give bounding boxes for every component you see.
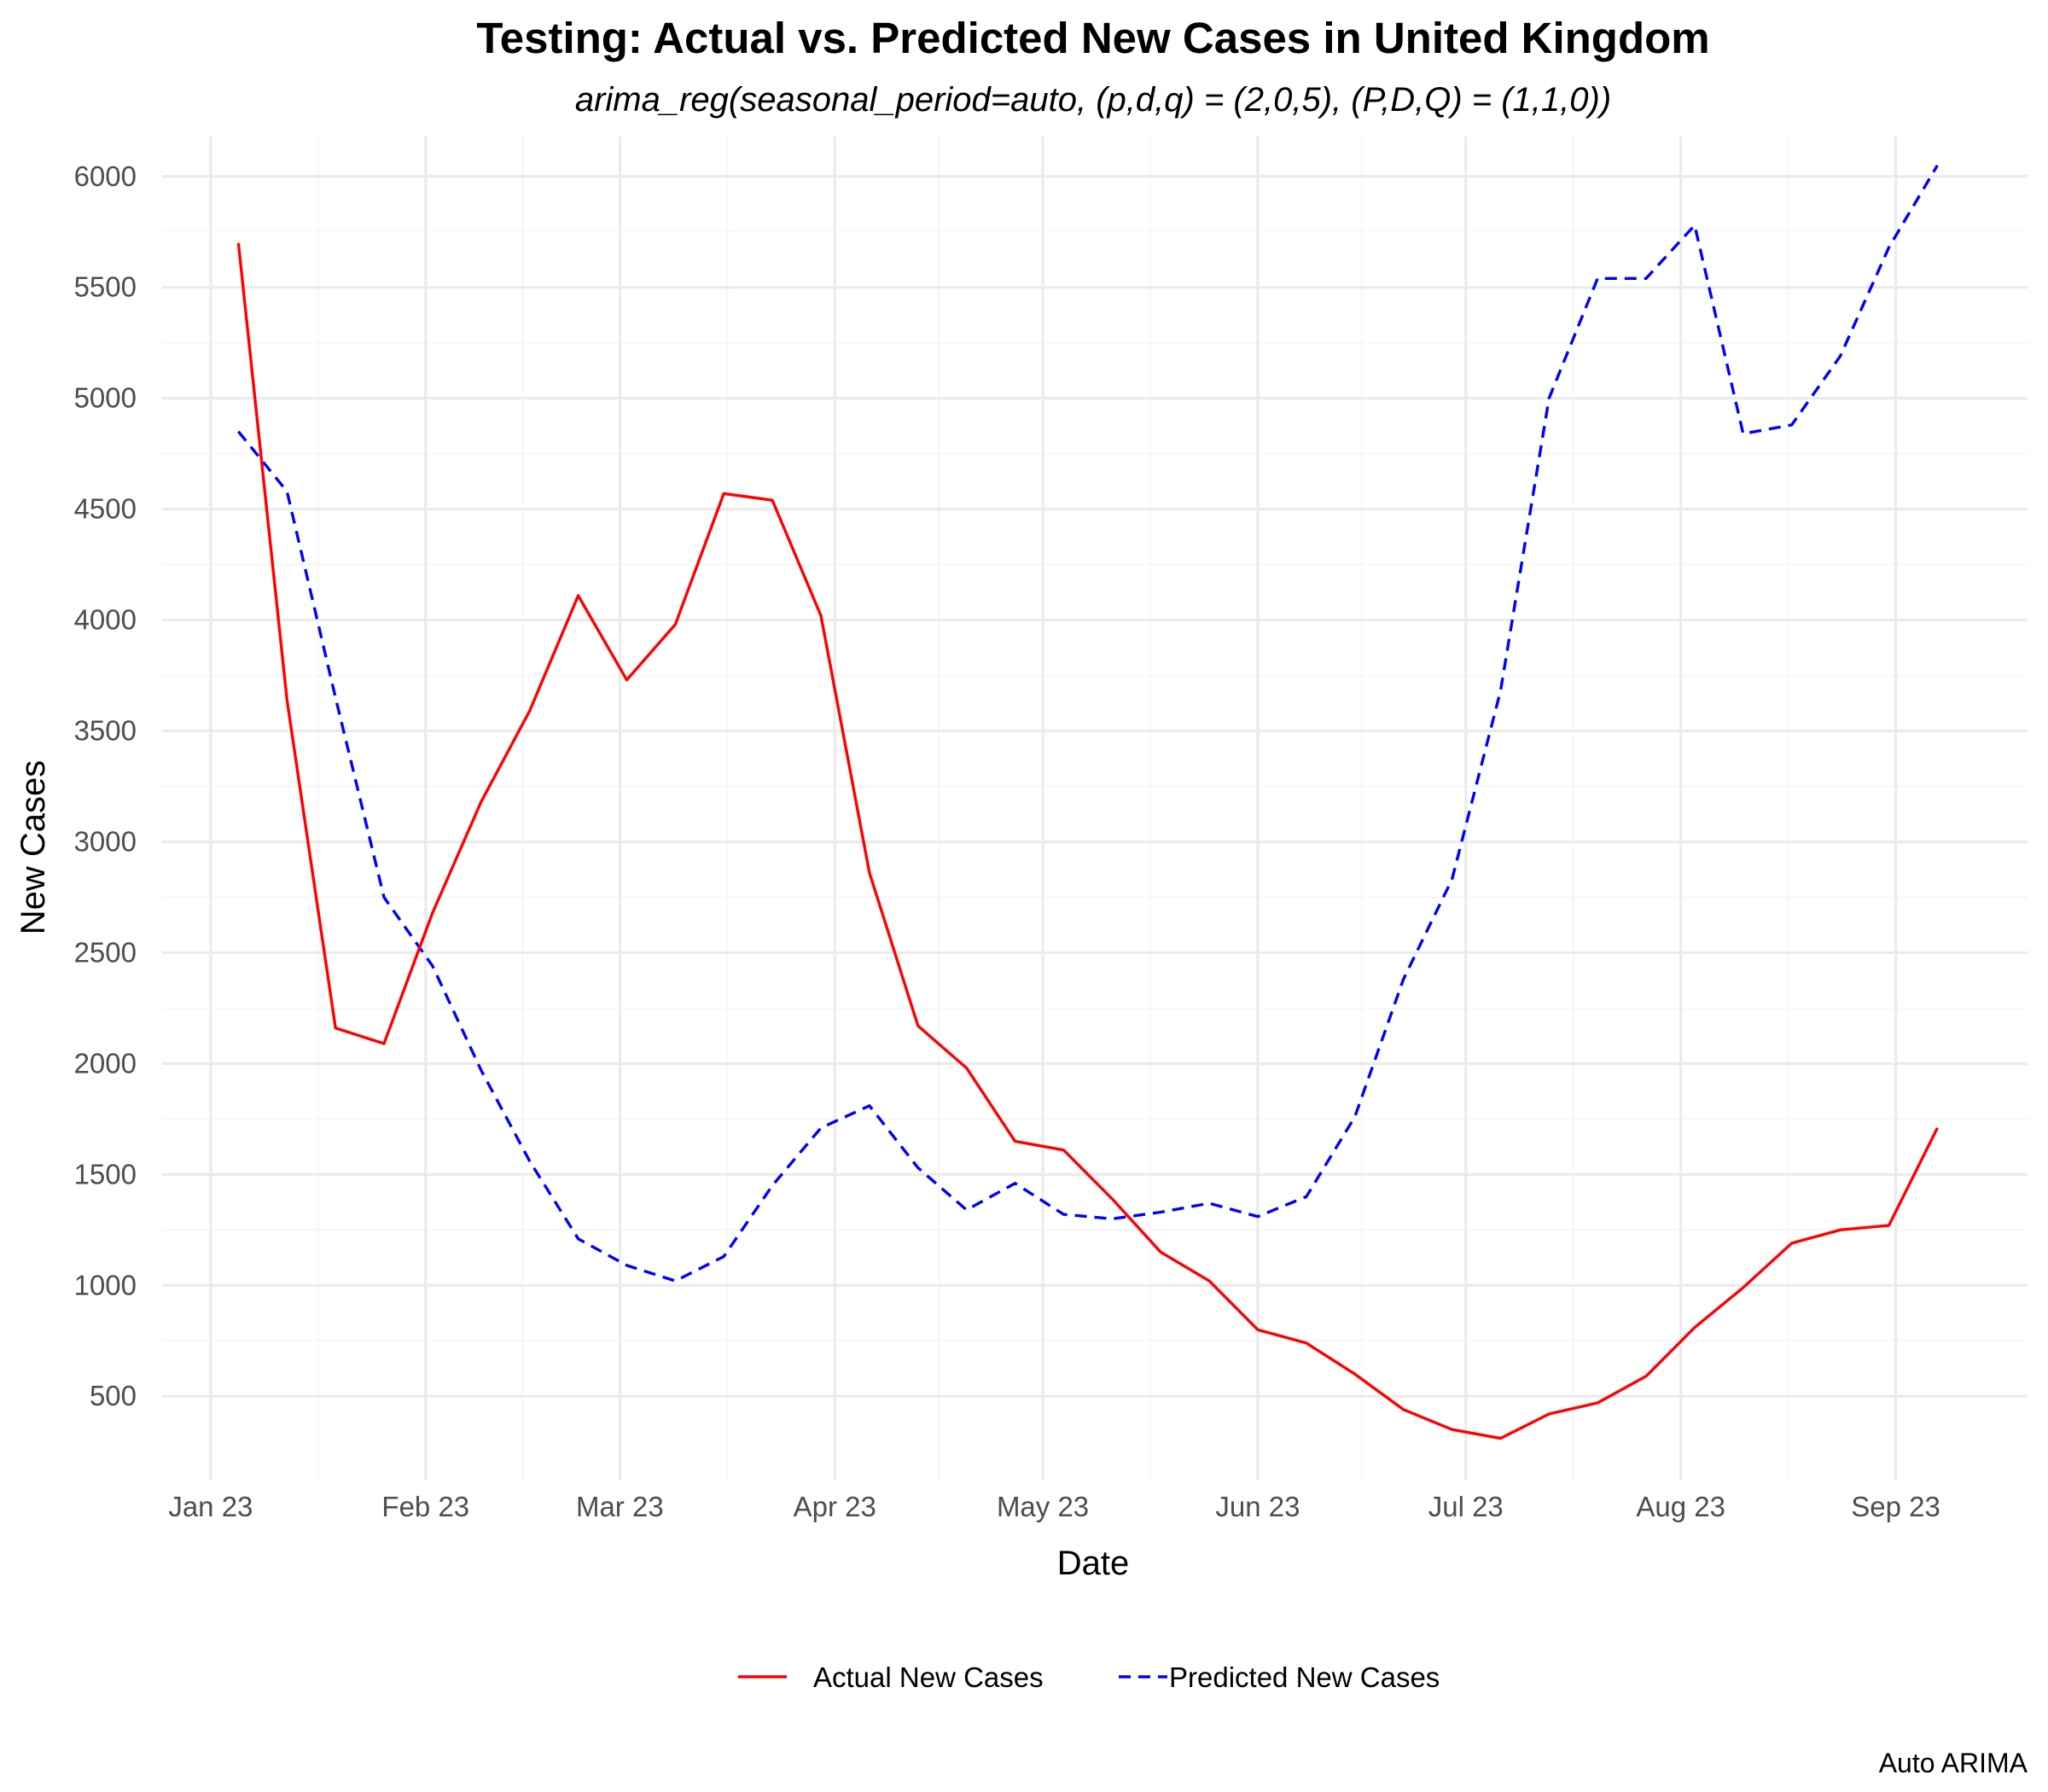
plot-panel xyxy=(162,137,2028,1481)
minor-gridlines xyxy=(162,137,2028,1481)
x-tick-label: Aug 23 xyxy=(1636,1491,1725,1522)
legend-label-predicted: Predicted New Cases xyxy=(1169,1661,1440,1693)
series-actual-line xyxy=(236,242,1939,1440)
x-tick-label: May 23 xyxy=(997,1491,1089,1522)
y-tick-label: 500 xyxy=(90,1380,137,1411)
y-tick-label: 3000 xyxy=(74,825,137,857)
y-axis-tick-labels: 500 1000 1500 2000 2500 3000 3500 4000 4500 5000 5… xyxy=(74,160,137,1411)
y-tick-label: 2500 xyxy=(74,936,137,968)
y-tick-label: 3500 xyxy=(74,715,137,747)
y-tick-label: 1000 xyxy=(74,1269,137,1300)
legend: Actual New Cases Predicted New Cases xyxy=(738,1661,1440,1693)
y-tick-label: 5000 xyxy=(74,382,137,414)
y-tick-label: 2000 xyxy=(74,1047,137,1079)
x-axis-title: Date xyxy=(1057,1545,1130,1582)
y-tick-label: 6000 xyxy=(74,160,137,192)
x-tick-label: Sep 23 xyxy=(1851,1491,1940,1522)
x-tick-label: Jan 23 xyxy=(168,1491,253,1522)
y-tick-label: 1500 xyxy=(74,1158,137,1190)
major-gridlines xyxy=(162,137,2028,1481)
x-tick-label: Mar 23 xyxy=(576,1491,664,1522)
x-tick-label: Jun 23 xyxy=(1215,1491,1300,1522)
x-tick-label: Jul 23 xyxy=(1428,1491,1504,1522)
x-tick-label: Feb 23 xyxy=(381,1491,469,1522)
x-axis-tick-labels: Jan 23 Feb 23 Mar 23 Apr 23 May 23 Jun 23 Jul … xyxy=(168,1491,1940,1522)
legend-label-actual: Actual New Cases xyxy=(813,1661,1044,1693)
series-layer xyxy=(236,164,1939,1440)
y-tick-label: 5500 xyxy=(74,271,137,303)
y-tick-label: 4000 xyxy=(74,604,137,636)
y-axis-title: New Cases xyxy=(15,760,52,935)
chart-subtitle: arima_reg(seasonal_period=auto, (p,d,q) … xyxy=(575,81,1611,119)
chart-caption: Auto ARIMA xyxy=(1879,1748,2028,1778)
chart-title: Testing: Actual vs. Predicted New Cases … xyxy=(476,14,1709,62)
y-tick-label: 4500 xyxy=(74,493,137,525)
x-tick-label: Apr 23 xyxy=(794,1491,876,1522)
